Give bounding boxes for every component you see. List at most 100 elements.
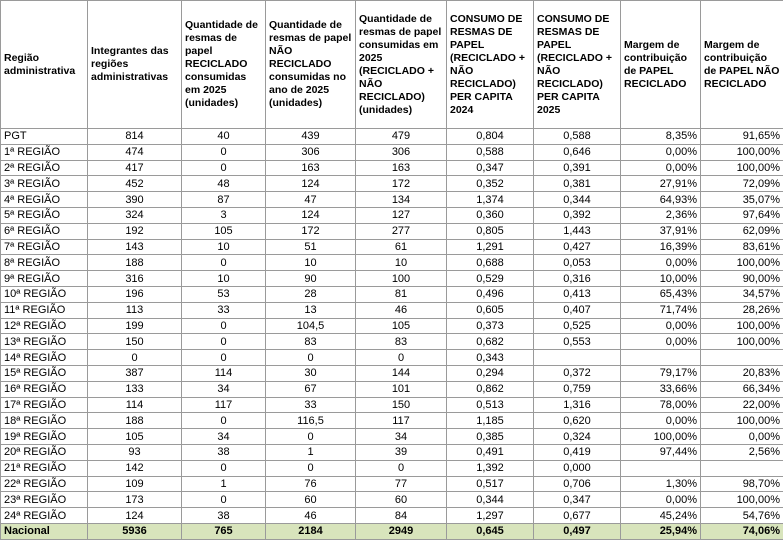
header-row: Região administrativa Integrantes das reg…	[0, 0, 783, 129]
cell: 90	[265, 270, 356, 287]
cell: 0,373	[446, 317, 534, 335]
cell: 53	[181, 285, 266, 303]
cell: 0,347	[533, 491, 621, 509]
cell	[620, 349, 701, 366]
cell: 0,324	[533, 428, 621, 445]
table-row: 4ª REGIÃO 390 87 47 134 1,374 0,344 64,93% 35,07…	[0, 191, 783, 208]
cell: 30	[265, 364, 356, 382]
cell: 97,64%	[700, 206, 783, 224]
cell: 196	[87, 285, 182, 303]
cell: 83	[265, 333, 356, 351]
cell: 74,06%	[700, 522, 783, 540]
table-row: 12ª REGIÃO 199 0 104,5 105 0,373 0,525 0,00% 100…	[0, 317, 783, 335]
table-row: 7ª REGIÃO 143 10 51 61 1,291 0,427 16,39% 83,61%	[0, 238, 783, 256]
cell: 84	[355, 507, 447, 524]
cell: 10	[355, 254, 447, 272]
row-label: 4ª REGIÃO	[0, 191, 88, 208]
cell: 66,34%	[700, 380, 783, 398]
table-row: 19ª REGIÃO 105 34 0 34 0,385 0,324 100,00% 0,00%	[0, 428, 783, 445]
cell: 0,00%	[620, 143, 701, 161]
cell: 20,83%	[700, 364, 783, 382]
cell: 387	[87, 364, 182, 382]
cell: 1,30%	[620, 475, 701, 493]
cell: 39	[355, 443, 447, 461]
cell: 0,759	[533, 380, 621, 398]
cell: 0,620	[533, 412, 621, 430]
cell: 105	[355, 317, 447, 335]
row-label: 22ª REGIÃO	[0, 475, 88, 493]
cell: 34,57%	[700, 285, 783, 303]
cell: 316	[87, 270, 182, 287]
cell: 163	[355, 159, 447, 177]
cell: 188	[87, 412, 182, 430]
cell: 28,26%	[700, 301, 783, 319]
cell: 0,529	[446, 270, 534, 287]
cell: 81	[355, 285, 447, 303]
header-cell: Margem de contribuição de PAPEL RECICLAD…	[620, 0, 701, 129]
cell: 33	[265, 396, 356, 414]
table-row: 8ª REGIÃO 188 0 10 10 0,688 0,053 0,00% 100,00%	[0, 254, 783, 272]
cell: 104,5	[265, 317, 356, 335]
header-cell: Região administrativa	[0, 0, 88, 129]
cell: 1,291	[446, 238, 534, 256]
row-label: 24ª REGIÃO	[0, 507, 88, 524]
cell: 0,00%	[620, 254, 701, 272]
cell: 1	[265, 443, 356, 461]
cell: 100,00%	[700, 317, 783, 335]
table-row: 23ª REGIÃO 173 0 60 60 0,344 0,347 0,00% 100,00%	[0, 491, 783, 509]
cell: 0,385	[446, 428, 534, 445]
data-table: Região administrativa Integrantes das reg…	[0, 0, 783, 540]
cell: 109	[87, 475, 182, 493]
cell: 79,17%	[620, 364, 701, 382]
table-row: 13ª REGIÃO 150 0 83 83 0,682 0,553 0,00% 100,00%	[0, 333, 783, 351]
cell: 100,00%	[700, 333, 783, 351]
cell: 97,44%	[620, 443, 701, 461]
cell: 100,00%	[700, 254, 783, 272]
cell: 40	[181, 128, 266, 145]
cell: 143	[87, 238, 182, 256]
cell: 765	[181, 522, 266, 540]
row-label: 13ª REGIÃO	[0, 333, 88, 351]
cell: 2949	[355, 522, 447, 540]
cell: 48	[181, 175, 266, 193]
cell: 38	[181, 443, 266, 461]
cell: 0,688	[446, 254, 534, 272]
cell: 0,706	[533, 475, 621, 493]
cell: 2,56%	[700, 443, 783, 461]
row-label: 3ª REGIÃO	[0, 175, 88, 193]
cell: 172	[355, 175, 447, 193]
row-label: 5ª REGIÃO	[0, 206, 88, 224]
cell: 64,93%	[620, 191, 701, 208]
cell: 22,00%	[700, 396, 783, 414]
cell: 0,343	[446, 349, 534, 366]
cell: 0	[265, 349, 356, 366]
cell: 60	[265, 491, 356, 509]
cell: 0,646	[533, 143, 621, 161]
cell: 0,419	[533, 443, 621, 461]
cell: 0,000	[533, 459, 621, 477]
row-label: 9ª REGIÃO	[0, 270, 88, 287]
cell: 0	[181, 143, 266, 161]
cell: 87	[181, 191, 266, 208]
table-row: 11ª REGIÃO 113 33 13 46 0,605 0,407 71,74% 28,26…	[0, 301, 783, 319]
cell: 0,00%	[620, 159, 701, 177]
cell: 34	[181, 428, 266, 445]
cell: 91,65%	[700, 128, 783, 145]
cell: 0,517	[446, 475, 534, 493]
table-row: 5ª REGIÃO 324 3 124 127 0,360 0,392 2,36% 97,64%	[0, 206, 783, 224]
cell: 452	[87, 175, 182, 193]
cell: 46	[355, 301, 447, 319]
header-cell: Quantidade de resmas de papel RECICLADO …	[181, 0, 266, 129]
row-label: 7ª REGIÃO	[0, 238, 88, 256]
cell: 35,07%	[700, 191, 783, 208]
cell: 390	[87, 191, 182, 208]
table-row: 14ª REGIÃO 0 0 0 0 0,343	[0, 349, 783, 366]
table-row: 2ª REGIÃO 417 0 163 163 0,347 0,391 0,00% 100,00…	[0, 159, 783, 177]
row-label: PGT	[0, 128, 88, 145]
cell: 133	[87, 380, 182, 398]
cell	[700, 459, 783, 477]
cell: 34	[355, 428, 447, 445]
cell: 0,00%	[620, 333, 701, 351]
cell: 65,43%	[620, 285, 701, 303]
cell: 0	[265, 459, 356, 477]
